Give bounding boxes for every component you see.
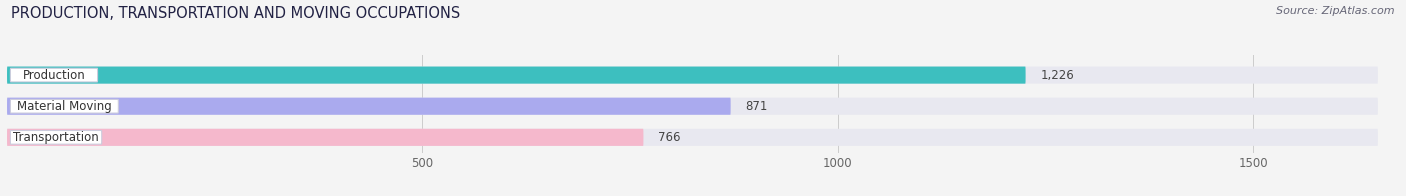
FancyBboxPatch shape [7, 67, 1378, 84]
FancyBboxPatch shape [7, 129, 1378, 146]
Text: Production: Production [22, 69, 86, 82]
FancyBboxPatch shape [7, 129, 644, 146]
Text: PRODUCTION, TRANSPORTATION AND MOVING OCCUPATIONS: PRODUCTION, TRANSPORTATION AND MOVING OC… [11, 6, 461, 21]
FancyBboxPatch shape [10, 131, 101, 144]
Text: 766: 766 [658, 131, 681, 144]
FancyBboxPatch shape [10, 99, 118, 113]
Text: 1,226: 1,226 [1040, 69, 1074, 82]
FancyBboxPatch shape [7, 98, 1378, 115]
Text: Source: ZipAtlas.com: Source: ZipAtlas.com [1277, 6, 1395, 16]
FancyBboxPatch shape [7, 67, 1025, 84]
Text: Material Moving: Material Moving [17, 100, 111, 113]
Text: Transportation: Transportation [13, 131, 98, 144]
FancyBboxPatch shape [10, 68, 97, 82]
FancyBboxPatch shape [7, 98, 731, 115]
Text: 871: 871 [745, 100, 768, 113]
